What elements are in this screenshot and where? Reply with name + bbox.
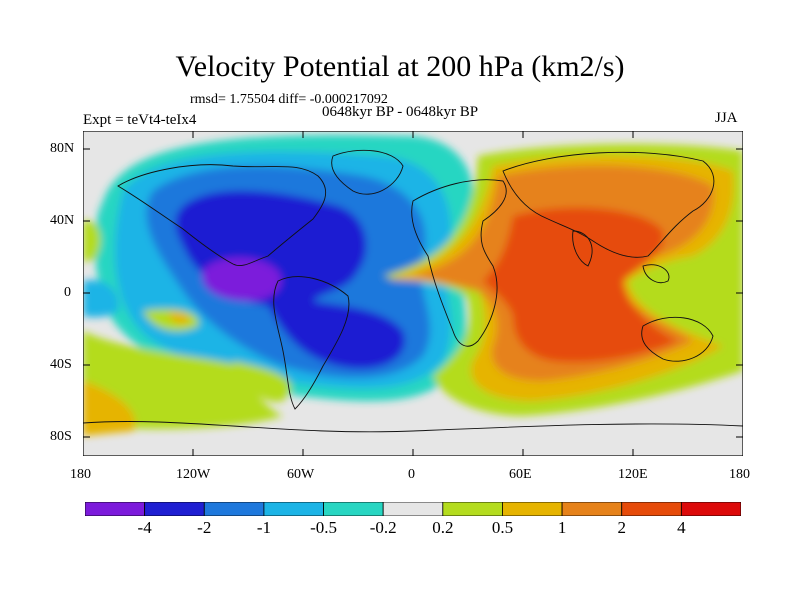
- lat-tick-label: 0: [64, 285, 71, 300]
- lon-tick-label: 180: [70, 467, 91, 482]
- coastlines: [83, 149, 743, 433]
- lat-tick-label: 40N: [50, 213, 75, 228]
- lon-tick-label: 180: [729, 467, 750, 482]
- velocity-potential-map: [83, 131, 743, 456]
- colorbar-swatch: [323, 502, 384, 516]
- colorbar-tick-label: -4: [137, 518, 152, 537]
- contour-neg-4: [202, 257, 282, 301]
- colorbar-tick-label: 2: [617, 518, 626, 537]
- colorbar-tick-label: 0.2: [432, 518, 454, 537]
- experiment-label: Expt = teVt4-teIx4: [83, 112, 197, 128]
- colorbar-swatch: [621, 502, 682, 516]
- lon-tick-label: 60W: [287, 467, 315, 482]
- colorbar-swatch: [680, 502, 741, 516]
- stats-label: rmsd= 1.75504 diff= -0.000217092: [190, 92, 388, 107]
- colorbar-tick-label: -2: [197, 518, 212, 537]
- lat-tick-label: 40S: [50, 357, 72, 372]
- colorbar-swatch: [382, 502, 444, 516]
- colorbar-swatch: [502, 502, 563, 516]
- colorbar-tick-label: 0.5: [491, 518, 514, 537]
- lat-tick-label: 80N: [50, 141, 75, 156]
- colorbar-tick-label: -0.5: [310, 518, 337, 537]
- colorbar-tick-label: -1: [256, 518, 271, 537]
- lon-tick-label: 0: [408, 467, 415, 482]
- colorbar-swatch: [85, 502, 146, 516]
- colorbar-swatch: [442, 502, 503, 516]
- colorbar-tick-label: 4: [677, 518, 686, 537]
- colorbar-swatch: [144, 502, 205, 516]
- colorbar-tick-label: -0.2: [369, 518, 397, 537]
- contour-field: [83, 134, 743, 436]
- colorbar-swatch: [263, 502, 324, 516]
- period-label: 0648kyr BP - 0648kyr BP: [322, 104, 479, 120]
- colorbar-tick-label: 1: [557, 518, 567, 537]
- season-label: JJA: [715, 110, 738, 126]
- plot-title: Velocity Potential at 200 hPa (km2/s): [175, 50, 625, 83]
- contour-pos-0-2-south: [83, 331, 283, 429]
- colorbar-swatch: [203, 502, 265, 516]
- lon-tick-label: 120E: [618, 467, 648, 482]
- colorbar: [85, 502, 741, 516]
- lon-tick-label: 60E: [509, 467, 532, 482]
- lat-tick-label: 80S: [50, 429, 72, 444]
- contour-pos-2: [483, 207, 678, 363]
- contour-neg-2: [175, 190, 405, 369]
- lon-tick-label: 120W: [176, 467, 211, 482]
- tick-marks: [83, 131, 743, 456]
- colorbar-swatch: [561, 502, 623, 516]
